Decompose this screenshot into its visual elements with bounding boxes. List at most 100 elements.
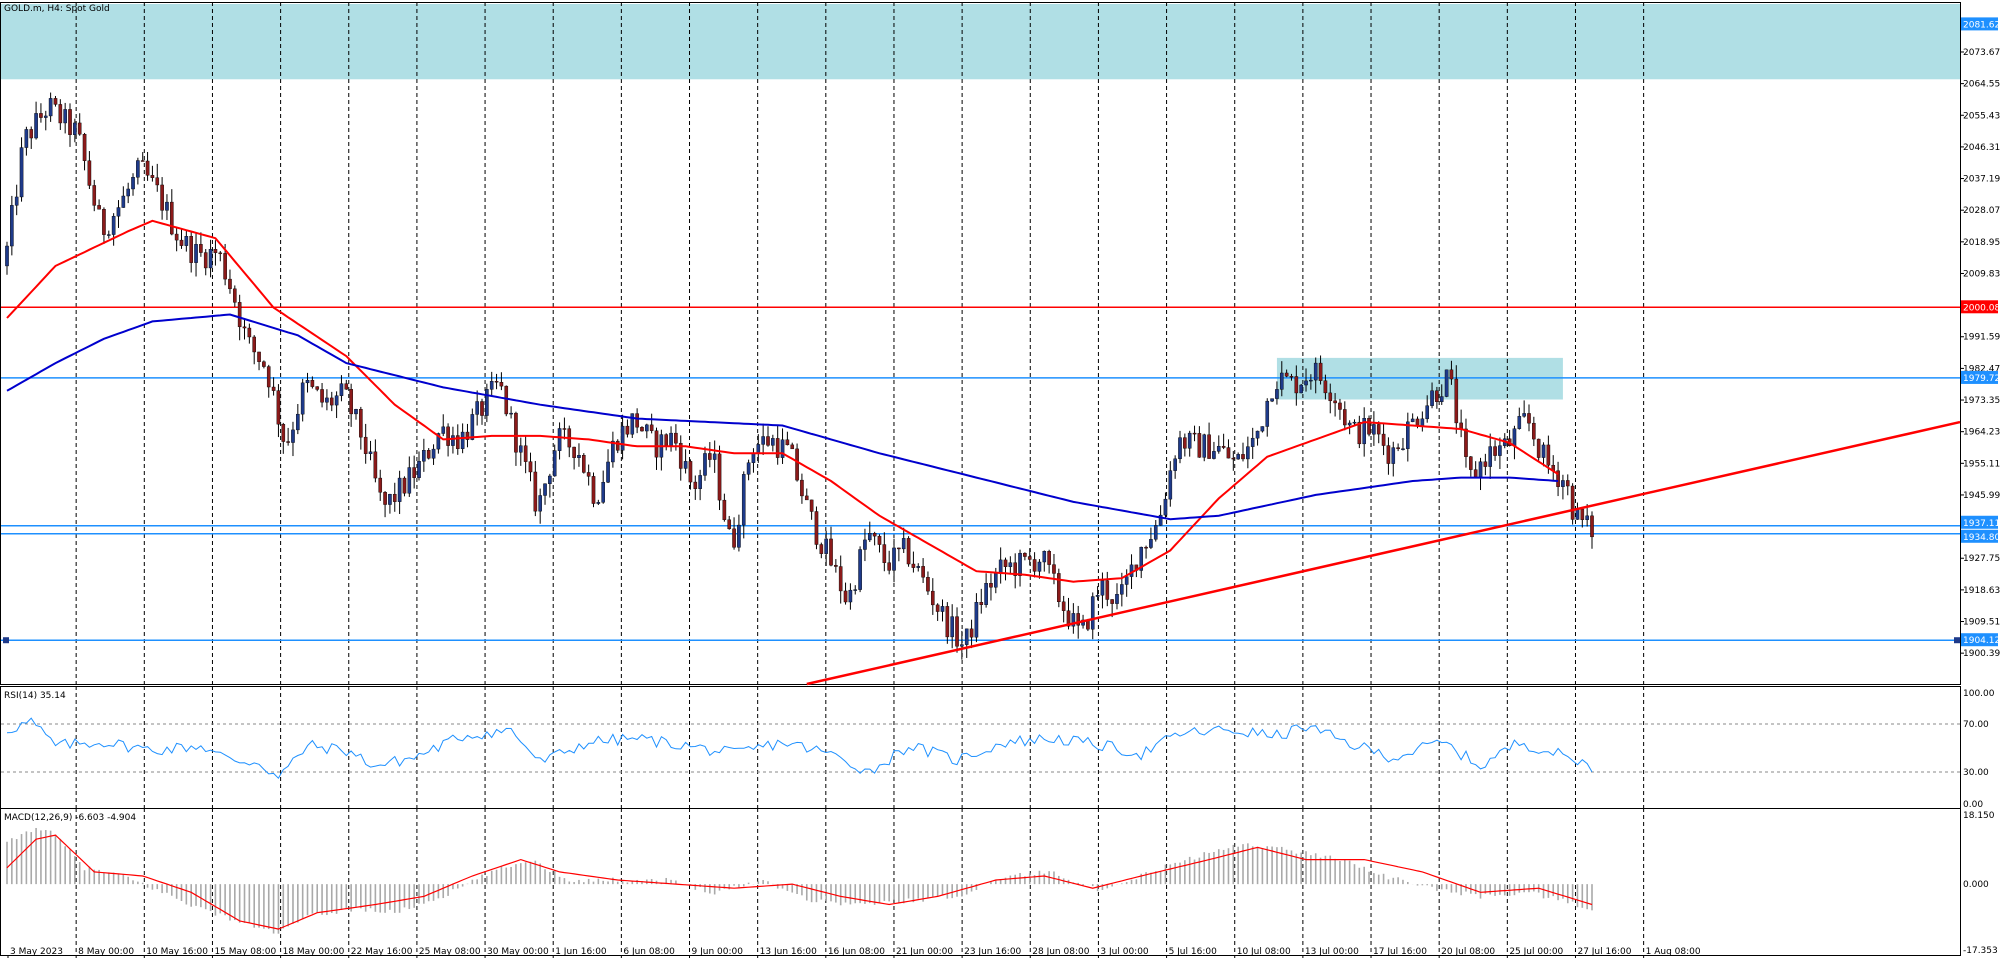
candle-bear	[1376, 424, 1381, 435]
candle-bear	[834, 565, 838, 567]
candle-bear	[92, 185, 97, 206]
candle-bear	[838, 566, 843, 592]
candle-bull	[998, 559, 1003, 574]
candle-bear	[1386, 445, 1391, 464]
candle-bull	[1255, 430, 1260, 439]
candle-bull	[116, 207, 121, 217]
time-axis-label: 25 Jul 00:00	[1509, 947, 1563, 957]
candle-bull	[1115, 594, 1119, 604]
moving-average-blue	[6, 313, 1559, 521]
candle-bull	[1585, 515, 1589, 520]
candle-bear	[582, 455, 586, 473]
candle-bull	[620, 425, 625, 451]
candle-bear	[363, 436, 368, 454]
candle-bear	[494, 381, 499, 383]
candle-bear	[1284, 372, 1289, 377]
candle-bear	[276, 390, 281, 425]
candle-bull	[10, 205, 14, 247]
level-price-label-box	[1961, 529, 1998, 543]
candle-bear	[87, 160, 92, 186]
candle-bull	[630, 413, 635, 435]
candle-bull	[1173, 458, 1177, 471]
candle-bear	[640, 427, 644, 432]
candle-bull	[1260, 426, 1265, 432]
candle-bear	[329, 397, 334, 406]
top-price-label-box	[1961, 17, 1998, 31]
candle-bear	[1226, 447, 1231, 459]
candle-bear	[257, 351, 261, 362]
candle-bull	[984, 583, 988, 605]
top-price-label: 2081.62	[1963, 20, 2000, 30]
candle-bull	[669, 432, 673, 446]
time-axis-label: 10 Jul 08:00	[1237, 947, 1291, 957]
candle-bear	[1197, 433, 1202, 458]
candle-bull	[1362, 418, 1366, 445]
rsi-indicator-label: RSI(14) 35.14	[4, 691, 66, 701]
candle-bull	[712, 453, 717, 460]
candle-bear	[189, 236, 193, 263]
price-axis-label: 1964.23	[1963, 428, 2000, 438]
candle-bear	[199, 244, 203, 253]
candle-bear	[1207, 434, 1211, 459]
time-axis-label: 1 Aug 08:00	[1646, 947, 1701, 957]
price-axis-label: 2055.43	[1963, 111, 2000, 121]
candle-bull	[441, 426, 446, 434]
candle-bear	[935, 604, 940, 612]
candle-bull	[407, 467, 412, 494]
candle-bull	[73, 122, 77, 135]
candle-bear	[1396, 447, 1400, 450]
candle-bear	[1367, 418, 1371, 435]
level-price-label-box	[1961, 370, 1998, 384]
candle-bear	[649, 424, 654, 431]
candle-bull	[1401, 448, 1405, 450]
candle-bear	[625, 425, 630, 435]
candle-bull	[1279, 372, 1284, 390]
candle-bear	[1318, 362, 1323, 381]
macd-axis-label: -17.353	[1963, 946, 1998, 956]
candle-bull	[950, 616, 954, 638]
candle-bear	[1435, 390, 1439, 402]
candle-bull	[14, 196, 19, 206]
price-axis-label: 1955.11	[1963, 459, 2000, 469]
candle-bull	[1304, 380, 1308, 386]
candle-bear	[1105, 580, 1110, 600]
candle-bull	[974, 602, 979, 638]
candle-bear	[1473, 469, 1478, 478]
candle-bull	[780, 439, 785, 458]
macd-indicator-label: MACD(12,26,9) -6.603 -4.904	[4, 813, 136, 823]
macd-signal-line	[6, 834, 1593, 930]
candle-bull	[470, 414, 475, 440]
candle-bull	[577, 455, 581, 458]
candle-bull	[1498, 445, 1502, 456]
candle-bull	[1420, 418, 1425, 427]
candle-bear	[887, 562, 891, 571]
time-axis-label: 13 Jul 00:00	[1305, 947, 1359, 957]
candle-bull	[63, 109, 67, 124]
candle-bull	[48, 98, 53, 117]
moving-average-red	[6, 219, 1559, 583]
candle-bear	[843, 590, 848, 603]
rsi-axis-label: 0.00	[1963, 800, 1983, 810]
candle-bull	[339, 383, 344, 396]
candle-bear	[674, 432, 678, 444]
candle-bull	[1517, 416, 1522, 429]
candle-bear	[1061, 601, 1066, 611]
candle-bull	[436, 433, 441, 450]
candle-bear	[1338, 402, 1342, 410]
candle-bear	[795, 448, 799, 481]
candle-bull	[1541, 444, 1546, 458]
level-price-label: 2000.08	[1963, 303, 2000, 313]
candle-bull	[543, 483, 547, 496]
candle-bear	[897, 547, 901, 550]
candle-bull	[136, 160, 140, 178]
candle-bear	[1381, 433, 1386, 446]
rsi-axis-label: 70.00	[1963, 720, 1989, 730]
candle-bear	[955, 616, 959, 647]
candle-bull	[106, 234, 111, 236]
candle-bull	[1391, 447, 1396, 464]
candle-bear	[233, 288, 237, 303]
candle-bull	[606, 461, 610, 483]
candle-bear	[1057, 573, 1061, 603]
time-axis-label: 3 May 2023	[10, 947, 63, 957]
